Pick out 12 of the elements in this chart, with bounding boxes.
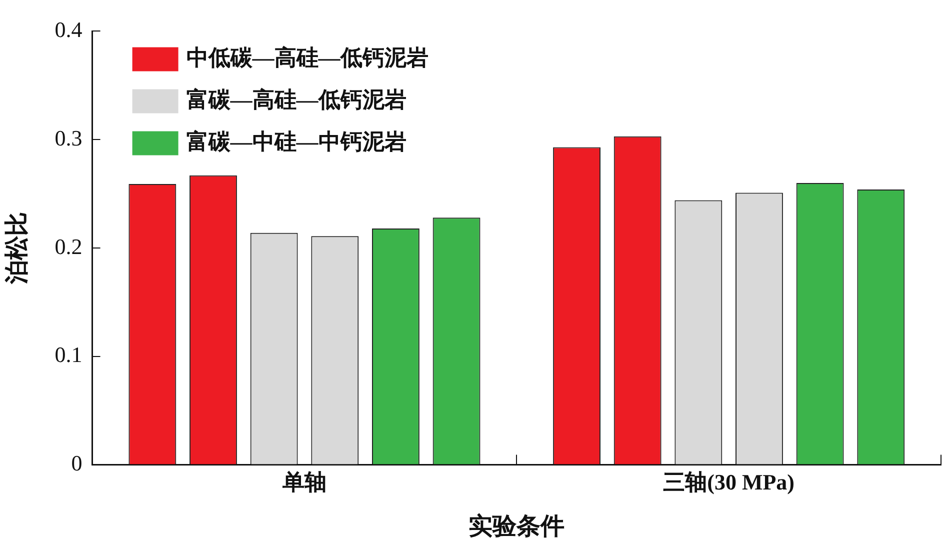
- y-axis-title: 泊松比: [4, 212, 31, 285]
- legend-label: 富碳—高硅—低钙泥岩: [186, 86, 406, 112]
- y-tick-label: 0.4: [54, 16, 82, 42]
- legend-label: 中低碳—高硅—低钙泥岩: [186, 44, 428, 70]
- y-tick-label: 0.2: [54, 234, 82, 259]
- y-tick-label: 0: [71, 450, 82, 476]
- x-tick-label: 单轴: [281, 470, 326, 495]
- y-tick-label: 0.1: [54, 342, 82, 368]
- x-axis-title: 实验条件: [468, 512, 565, 540]
- legend-label: 富碳—中硅—中钙泥岩: [186, 128, 406, 154]
- x-tick-label: 三轴(30 MPa): [663, 470, 795, 495]
- y-tick-label: 0.3: [54, 125, 82, 150]
